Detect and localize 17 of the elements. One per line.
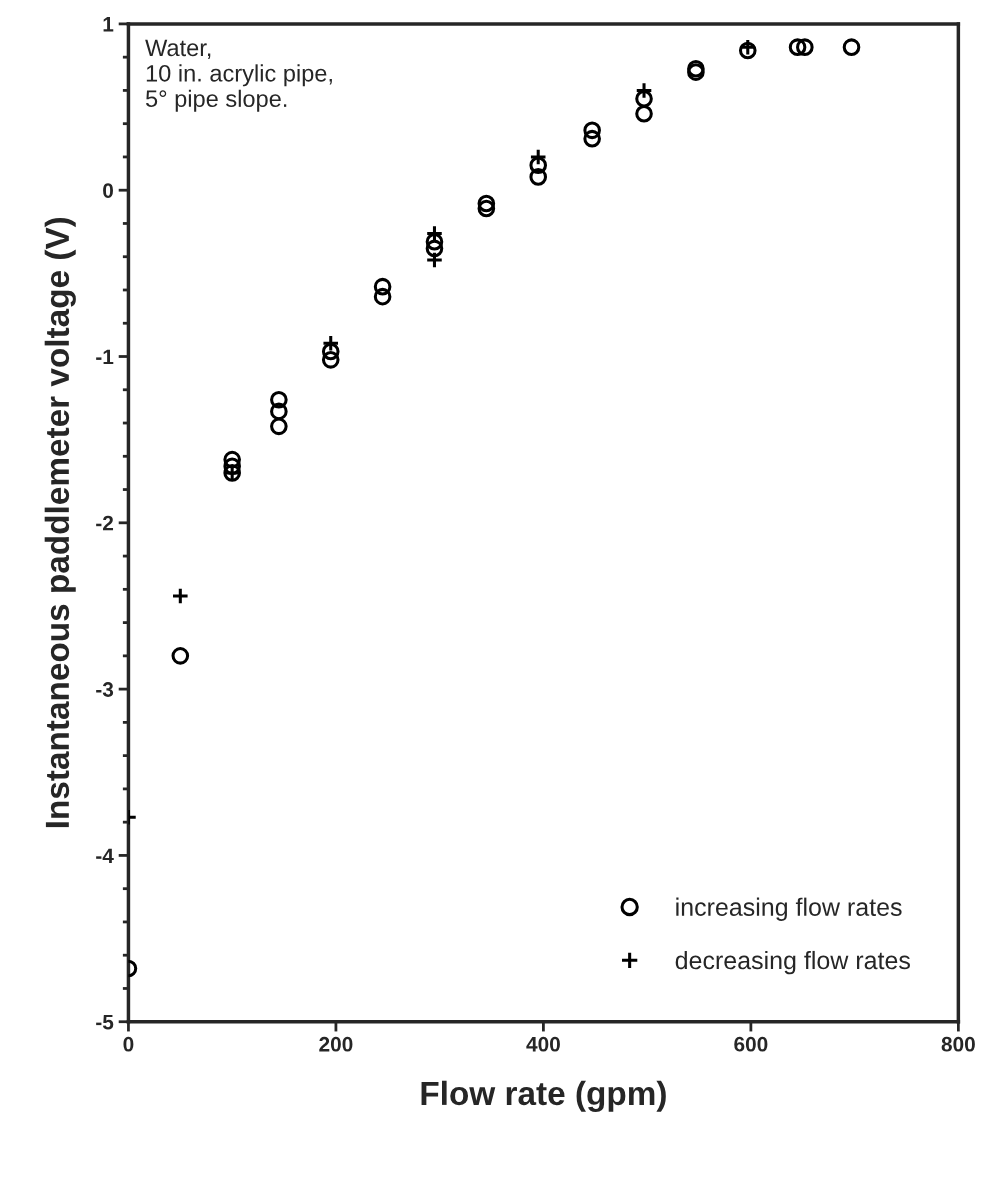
legend-label: decreasing flow rates <box>675 950 910 975</box>
x-tick-label: 200 <box>319 1036 353 1052</box>
y-tick-label: 1 <box>103 17 114 32</box>
y-tick-label: -5 <box>96 1014 114 1030</box>
y-tick-label: -2 <box>96 515 114 531</box>
x-tick-label: 0 <box>123 1036 134 1052</box>
y-tick-label: -4 <box>96 848 114 863</box>
x-axis-title: Flow rate (gpm) <box>421 1080 666 1112</box>
y-tick-label: -3 <box>96 682 114 697</box>
y-tick-label: -1 <box>96 349 114 365</box>
x-tick-label: 600 <box>734 1036 768 1052</box>
x-tick-label: 400 <box>526 1036 560 1052</box>
annotation: Water, 10 in. acrylic pipe, 5° pipe slope. <box>145 39 332 112</box>
y-axis-title: Instantaneous paddlemeter voltage (V) <box>44 217 76 828</box>
legend-label: increasing flow rates <box>676 897 902 921</box>
x-tick-label: 800 <box>941 1036 975 1052</box>
y-tick-label: 0 <box>103 183 113 198</box>
